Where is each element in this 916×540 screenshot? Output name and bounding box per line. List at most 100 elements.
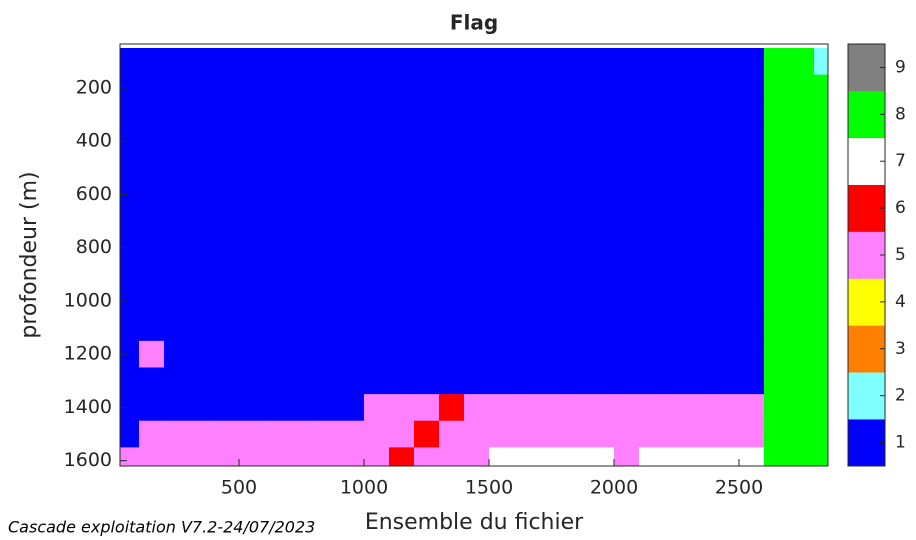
cell <box>514 101 540 129</box>
cell <box>764 234 790 262</box>
cell <box>314 207 340 235</box>
cell <box>439 420 465 448</box>
cell <box>639 47 665 76</box>
cell <box>164 101 190 129</box>
cell <box>489 447 515 466</box>
cell <box>714 340 740 368</box>
y-tick-label: 600 <box>76 183 112 205</box>
cell <box>339 127 365 155</box>
cell <box>614 260 640 289</box>
cell <box>664 234 690 262</box>
cell <box>764 447 790 466</box>
cell <box>264 47 290 76</box>
cell <box>664 287 690 315</box>
colorbar-swatch <box>848 137 885 185</box>
cell <box>664 394 690 422</box>
cell <box>664 314 690 342</box>
cell <box>139 181 165 209</box>
cell <box>814 74 828 102</box>
cell <box>789 234 815 262</box>
cell <box>214 340 240 368</box>
cell <box>764 154 790 182</box>
cell <box>564 394 590 422</box>
cell <box>120 260 140 289</box>
cell <box>289 154 315 182</box>
cell <box>639 127 665 155</box>
cell <box>814 367 828 395</box>
cell <box>639 367 665 395</box>
cell <box>764 340 790 368</box>
cell <box>789 314 815 342</box>
x-tick-label: 500 <box>221 477 257 499</box>
cell <box>189 394 215 422</box>
cell <box>789 47 815 76</box>
cell <box>139 154 165 182</box>
cell <box>389 101 415 129</box>
cell <box>214 127 240 155</box>
cell <box>614 154 640 182</box>
cell <box>314 287 340 315</box>
cell <box>389 340 415 368</box>
cell <box>639 234 665 262</box>
cell <box>189 74 215 102</box>
cell <box>339 394 365 422</box>
cell <box>589 340 615 368</box>
cell <box>139 260 165 289</box>
cell <box>489 181 515 209</box>
cell <box>139 74 165 102</box>
cell <box>739 340 765 368</box>
colorbar-tick-label: 8 <box>895 104 906 124</box>
cell <box>814 101 828 129</box>
cell <box>464 367 490 395</box>
cell <box>689 74 715 102</box>
cell <box>364 207 390 235</box>
cell <box>789 181 815 209</box>
cell <box>314 340 340 368</box>
cell <box>120 234 140 262</box>
cell <box>139 47 165 76</box>
cell <box>539 287 565 315</box>
colorbar-tick-label: 3 <box>895 339 906 359</box>
cell <box>664 154 690 182</box>
cell <box>389 154 415 182</box>
cell <box>564 207 590 235</box>
cell <box>714 74 740 102</box>
cell <box>614 74 640 102</box>
cell <box>489 154 515 182</box>
cell <box>789 340 815 368</box>
plot-frame <box>119 43 829 467</box>
cell <box>239 287 265 315</box>
cell <box>439 287 465 315</box>
cell <box>264 287 290 315</box>
cell <box>714 367 740 395</box>
cell <box>489 74 515 102</box>
cell <box>764 394 790 422</box>
cell <box>339 340 365 368</box>
cell <box>214 447 240 466</box>
cell <box>414 394 440 422</box>
cell <box>639 260 665 289</box>
cell <box>364 367 390 395</box>
cell <box>814 47 828 76</box>
cell <box>464 127 490 155</box>
cell <box>264 101 290 129</box>
cell <box>589 287 615 315</box>
cell <box>414 47 440 76</box>
cell <box>539 340 565 368</box>
cell <box>689 367 715 395</box>
cell <box>439 101 465 129</box>
cell <box>439 340 465 368</box>
cell <box>489 47 515 76</box>
cell <box>189 447 215 466</box>
cell <box>564 447 590 466</box>
cell <box>739 101 765 129</box>
cell <box>189 314 215 342</box>
cell <box>714 447 740 466</box>
cell <box>189 287 215 315</box>
cell <box>714 207 740 235</box>
cell <box>664 74 690 102</box>
cell <box>514 447 540 466</box>
cell <box>189 127 215 155</box>
cell <box>239 47 265 76</box>
